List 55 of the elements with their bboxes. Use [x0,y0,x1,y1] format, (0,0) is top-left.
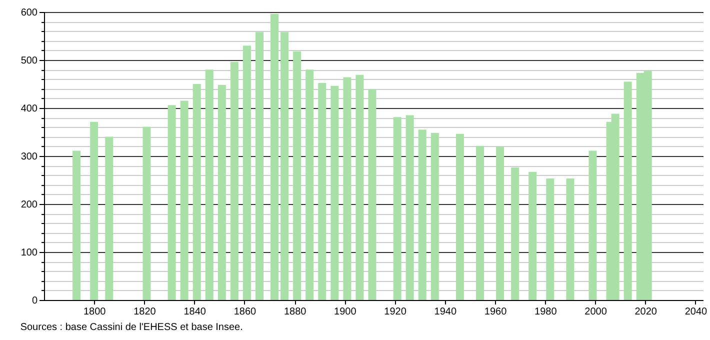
y-tick-label: 200 [20,200,38,210]
bar [624,82,632,300]
bar [456,134,464,300]
bar [528,172,537,300]
bar [406,115,414,300]
bar [230,62,238,300]
x-tick-label: 1900 [334,306,357,318]
bar [306,70,314,300]
x-tick-label: 1860 [234,306,257,318]
bar [476,146,484,300]
x-tick-label: 1800 [83,306,106,318]
y-tick-label: 600 [20,8,38,18]
x-tick-label: 1980 [534,306,558,318]
x-tick-label: 1880 [284,306,307,318]
bar [318,83,326,300]
bar [393,117,402,300]
bar [511,168,520,300]
y-tick-label: 300 [20,152,38,162]
bar [90,122,98,300]
bar [330,86,339,300]
x-tick-label: 1940 [434,306,457,318]
bar [430,132,439,300]
bar [343,77,352,300]
x-tick-label: 1960 [484,306,508,318]
bar [356,74,364,300]
y-tick-label: 0 [32,296,38,306]
bar [192,84,201,300]
x-tick-label: 2020 [634,306,658,318]
x-tick-label: 1920 [384,306,407,318]
bar [142,126,151,300]
bar [255,32,264,300]
source-note: Sources : base Cassini de l'EHESS et base Insee. [20,322,243,333]
bar [72,150,81,300]
bar [293,51,302,300]
bar [205,70,214,300]
bar [496,146,504,300]
x-tick-label: 1840 [184,306,206,318]
bar [280,32,289,300]
x-tick-label: 1820 [134,306,156,318]
bar [588,150,597,300]
bar [105,136,114,300]
x-tick-label: 2000 [584,306,608,318]
bar [566,178,574,300]
bar [168,105,176,300]
y-tick-label: 100 [20,248,38,258]
bar [242,46,251,300]
bar [218,84,226,300]
bar [180,100,188,300]
bar [546,178,554,300]
bar [270,14,279,300]
y-tick-label: 400 [20,104,38,114]
y-tick-label: 500 [20,56,38,66]
bar [368,89,376,300]
bar [418,130,426,300]
x-tick-label: 2040 [684,306,708,318]
